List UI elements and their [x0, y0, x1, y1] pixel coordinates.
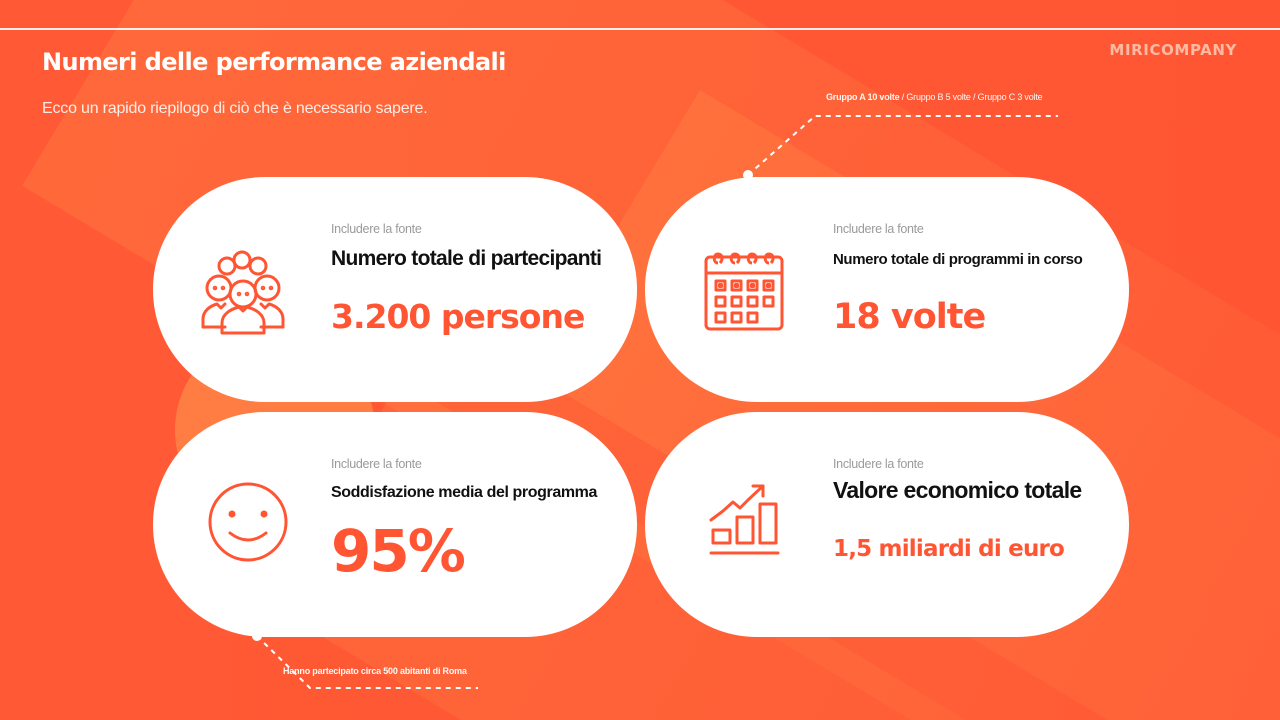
source-note: Includere la fonte — [833, 457, 924, 471]
stat-value: 95% — [331, 517, 466, 585]
page-title: Numeri delle performance aziendali — [42, 48, 506, 76]
source-note: Includere la fonte — [331, 222, 422, 236]
stat-label: Numero totale di programmi in corso — [833, 251, 1083, 268]
stat-card-participants: Includere la fonte Numero totale di part… — [153, 177, 637, 402]
stat-label: Soddisfazione media del programma — [331, 484, 597, 501]
annotation-groups-bold: Gruppo A 10 volte — [826, 92, 900, 102]
stat-label: Valore economico totale — [833, 477, 1082, 503]
smiley-face-icon — [203, 477, 303, 567]
stat-card-programs: Includere la fonte Numero totale di prog… — [645, 177, 1129, 402]
source-note: Includere la fonte — [833, 222, 924, 236]
brand-logo: MIRICOMPANY — [1109, 41, 1237, 59]
annotation-participants: Hanno partecipato circa 500 abitanti di … — [283, 666, 467, 676]
stat-card-economic-value: Includere la fonte Valore economico tota… — [645, 412, 1129, 637]
growth-chart-icon — [703, 480, 803, 570]
people-group-icon — [195, 247, 295, 337]
annotation-groups-rest: / Gruppo B 5 volte / Gruppo C 3 volte — [899, 92, 1043, 102]
stat-value: 1,5 miliardi di euro — [833, 536, 1065, 562]
stat-label: Numero totale di partecipanti — [331, 247, 602, 270]
annotation-groups: Gruppo A 10 volte / Gruppo B 5 volte / G… — [826, 92, 1043, 102]
stat-card-satisfaction: Includere la fonte Soddisfazione media d… — [153, 412, 637, 637]
top-divider-line — [0, 28, 1280, 30]
calendar-icon — [700, 247, 800, 337]
stat-value: 3.200 persone — [331, 297, 585, 336]
stat-value: 18 volte — [833, 297, 986, 337]
source-note: Includere la fonte — [331, 457, 422, 471]
page-subtitle: Ecco un rapido riepilogo di ciò che è ne… — [42, 100, 428, 117]
